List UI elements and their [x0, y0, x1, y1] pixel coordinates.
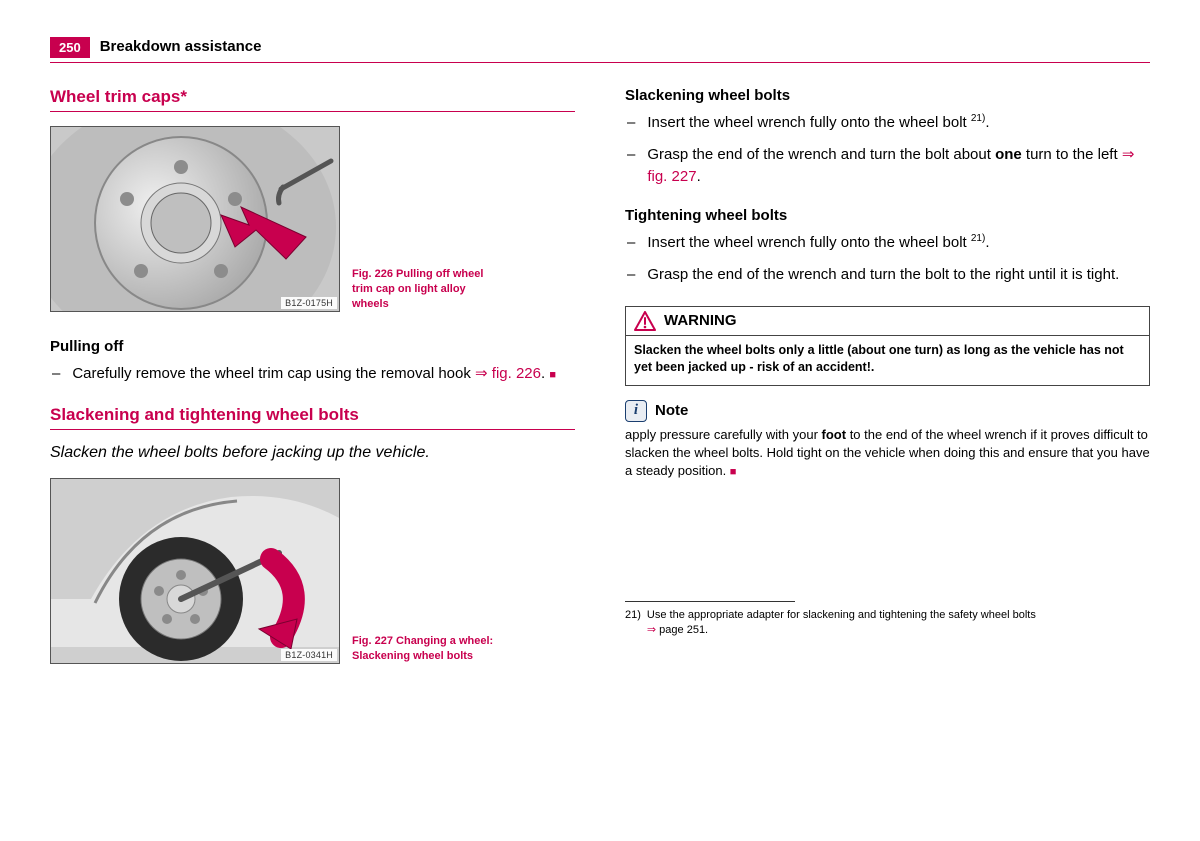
- li-text: Insert the wheel wrench fully onto the w…: [647, 114, 971, 131]
- li-bold: one: [995, 146, 1022, 163]
- li-tail: .: [985, 114, 989, 131]
- footnote-21: 21) Use the appropriate adapter for slac…: [625, 608, 1150, 639]
- subheading-pulling-off: Pulling off: [50, 338, 575, 355]
- lead-italic: Slacken the wheel bolts before jacking u…: [50, 444, 575, 462]
- figure-226-code: B1Z-0175H: [281, 297, 337, 309]
- li-text: Carefully remove the wheel trim cap usin…: [72, 365, 475, 382]
- warning-title: WARNING: [664, 312, 737, 329]
- list-item: Grasp the end of the wrench and turn the…: [625, 264, 1150, 286]
- end-square-icon: ■: [730, 466, 737, 478]
- warning-header: WARNING: [626, 307, 1149, 336]
- section-title-slackening: Slackening and tightening wheel bolts: [50, 405, 575, 430]
- li-tail: .: [985, 234, 989, 251]
- figure-226-image: B1Z-0175H: [50, 126, 340, 312]
- footnote-ref-21[interactable]: 21): [971, 113, 985, 124]
- li-text-2: turn to the left: [1022, 146, 1122, 163]
- chapter-title: Breakdown assistance: [100, 38, 262, 58]
- warning-box: WARNING Slacken the wheel bolts only a l…: [625, 306, 1150, 386]
- list-item: Insert the wheel wrench fully onto the w…: [625, 112, 1150, 134]
- figure-227-code: B1Z-0341H: [281, 649, 337, 661]
- note-bold: foot: [822, 427, 847, 442]
- note-title: Note: [655, 402, 688, 419]
- li-text: Insert the wheel wrench fully onto the w…: [647, 234, 971, 251]
- xref-arrow-icon: ⇒: [1122, 146, 1135, 163]
- li-text: Grasp the end of the wrench and turn the…: [647, 146, 995, 163]
- left-column: Wheel trim caps*: [50, 87, 575, 690]
- page-header: 250 Breakdown assistance: [50, 30, 1150, 58]
- figure-227-caption: Fig. 227 Changing a wheel: Slackening wh…: [352, 634, 502, 664]
- two-column-layout: Wheel trim caps*: [50, 87, 1150, 690]
- subheading-slackening-bolts: Slackening wheel bolts: [625, 87, 1150, 104]
- info-icon: i: [625, 400, 647, 422]
- list-item: Insert the wheel wrench fully onto the w…: [625, 232, 1150, 254]
- section-title-wheel-trim: Wheel trim caps*: [50, 87, 575, 112]
- warning-triangle-icon: [634, 311, 656, 331]
- xref-arrow-icon: ⇒: [475, 365, 488, 382]
- list-tightening: Insert the wheel wrench fully onto the w…: [625, 232, 1150, 286]
- figure-226-caption: Fig. 226 Pulling off wheel trim cap on l…: [352, 267, 502, 312]
- subheading-tightening-bolts: Tightening wheel bolts: [625, 207, 1150, 224]
- fig-227-cap-pre: Fig. 227: [352, 635, 396, 647]
- header-rule: [50, 62, 1150, 63]
- note-header: i Note: [625, 400, 1150, 422]
- end-square-icon: ■: [549, 369, 556, 381]
- footnote-ref-21[interactable]: 21): [971, 233, 985, 244]
- footnote-rule: [625, 601, 795, 602]
- xref-page-251[interactable]: page 251.: [656, 624, 708, 636]
- xref-fig-227[interactable]: fig. 227: [647, 168, 696, 185]
- page-number: 250: [50, 37, 90, 58]
- figure-226: B1Z-0175H Fig. 226 Pulling off wheel tri…: [50, 126, 575, 312]
- list-item: Carefully remove the wheel trim cap usin…: [50, 363, 575, 385]
- list-slackening: Insert the wheel wrench fully onto the w…: [625, 112, 1150, 187]
- li-tail: .: [697, 168, 701, 185]
- warning-body: Slacken the wheel bolts only a little (a…: [626, 336, 1149, 385]
- note-text-1: apply pressure carefully with your: [625, 427, 822, 442]
- xref-arrow-icon: ⇒: [647, 624, 656, 636]
- list-pulling-off: Carefully remove the wheel trim cap usin…: [50, 363, 575, 385]
- figure-227-image: B1Z-0341H: [50, 478, 340, 664]
- fig-226-cap-pre: Fig. 226: [352, 268, 396, 280]
- list-item: Grasp the end of the wrench and turn the…: [625, 144, 1150, 188]
- xref-fig-226[interactable]: fig. 226: [488, 365, 541, 382]
- footnote-text-1: Use the appropriate adapter for slackeni…: [647, 609, 1036, 621]
- right-column: Slackening wheel bolts Insert the wheel …: [625, 87, 1150, 690]
- li-text: Grasp the end of the wrench and turn the…: [647, 266, 1119, 283]
- figure-227: B1Z-0341H Fig. 227 Changing a wheel: Sla…: [50, 478, 575, 664]
- note-body: apply pressure carefully with your foot …: [625, 426, 1150, 481]
- footnote-number: 21): [625, 608, 641, 639]
